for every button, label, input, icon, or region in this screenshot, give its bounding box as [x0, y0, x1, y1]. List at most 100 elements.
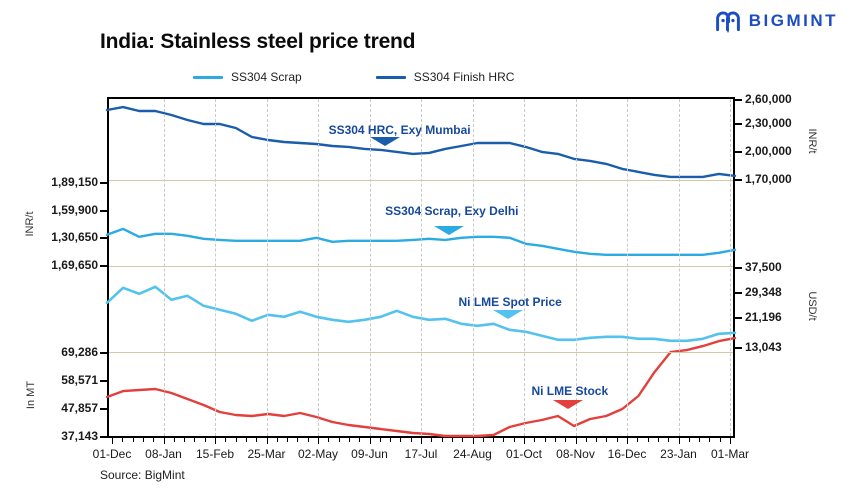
x-tick-mark: [256, 438, 258, 442]
x-tick-mark: [554, 438, 556, 442]
right-usd-unit-label: USD/t: [806, 291, 818, 321]
x-tick-mark: [215, 438, 216, 444]
bigmint-logo-icon: [715, 11, 740, 34]
y-tick-label-left: 58,571: [61, 373, 98, 388]
legend-swatch-icon: [375, 75, 406, 79]
y-tick-mark-right: [735, 292, 742, 295]
y-tick-label-left: 47,857: [61, 401, 98, 415]
legend-swatch-icon: [193, 75, 223, 79]
x-tick-mark: [132, 438, 134, 442]
x-tick-mark: [513, 438, 515, 442]
chart-title: India: Stainless steel price trend: [100, 30, 416, 53]
x-tick-label: 01-Mar: [710, 447, 749, 461]
legend-label: SS304 Finish HRC: [413, 70, 515, 84]
y-tick-mark-left: [100, 265, 107, 268]
x-tick-mark: [225, 438, 227, 442]
x-tick-mark: [112, 438, 113, 444]
x-tick-mark: [245, 438, 247, 442]
annotation-label: Ni LME Stock: [531, 384, 609, 398]
y-tick-label-left: 1,89,150: [51, 174, 98, 189]
x-tick-mark: [318, 438, 319, 444]
v-gridline: [163, 99, 165, 436]
y-tick-mark-right: [735, 122, 742, 125]
v-gridline: [369, 99, 371, 436]
x-tick-mark: [441, 438, 443, 442]
x-tick-mark: [204, 438, 206, 442]
x-tick-mark: [359, 438, 361, 442]
chart-legend: SS304 Scrap SS304 Finish HRC: [193, 70, 514, 84]
x-tick-mark: [472, 438, 474, 444]
x-tick-mark: [431, 438, 433, 442]
y-tick-mark-left: [100, 209, 107, 212]
right-inr-unit-label: INR/t: [806, 128, 818, 154]
x-tick-mark: [379, 438, 381, 442]
bigmint-logo: BIGMINT: [714, 8, 838, 34]
x-tick-mark: [235, 438, 237, 442]
y-tick-mark-left: [100, 380, 107, 383]
x-tick-mark: [709, 438, 711, 442]
x-tick-mark: [194, 438, 196, 442]
x-tick-label: 01-Oct: [505, 447, 542, 461]
x-tick-label: 09-Jun: [351, 447, 388, 461]
x-tick-label: 15-Feb: [195, 447, 235, 461]
v-gridline: [318, 99, 319, 436]
y-tick-mark-left: [100, 181, 107, 184]
left-inr-unit-label: INR/t: [24, 211, 36, 237]
x-tick-mark: [678, 438, 680, 444]
y-tick-label-left: 69,286: [61, 345, 98, 360]
x-tick-mark: [163, 438, 165, 444]
x-tick-mark: [493, 438, 495, 442]
x-tick-mark: [482, 438, 484, 442]
legend-item-0: SS304 Scrap: [193, 70, 302, 84]
v-gridline: [730, 99, 731, 436]
y-tick-mark-right: [735, 150, 742, 153]
y-tick-mark-left: [100, 236, 107, 239]
x-tick-mark: [616, 438, 618, 442]
v-gridline: [215, 99, 216, 436]
x-tick-mark: [328, 438, 330, 442]
v-gridline: [524, 99, 525, 436]
x-tick-mark: [421, 438, 422, 444]
x-tick-mark: [699, 438, 701, 442]
x-tick-mark: [400, 438, 402, 442]
x-tick-mark: [287, 438, 289, 442]
x-tick-mark: [184, 438, 186, 442]
x-tick-mark: [410, 438, 412, 442]
x-tick-mark: [451, 438, 453, 442]
y-tick-label-left: 1,30,650: [51, 229, 98, 244]
x-tick-label: 25-Mar: [247, 447, 286, 461]
annotation-label: SS304 Scrap, Exy Delhi: [385, 203, 519, 218]
y-tick-mark-right: [735, 317, 742, 319]
y-tick-label-left: 1,59,900: [51, 202, 98, 217]
x-tick-mark: [276, 438, 278, 442]
y-tick-mark-right: [735, 99, 742, 102]
y-tick-mark-right: [735, 178, 742, 181]
v-gridline: [627, 99, 628, 436]
annotation-label: Ni LME Spot Price: [458, 295, 562, 309]
annotation-label: SS304 HRC, Exy Mumbai: [328, 123, 471, 137]
x-tick-mark: [585, 438, 587, 442]
x-tick-label: 16-Dec: [607, 447, 647, 461]
v-gridline: [266, 99, 268, 436]
x-tick-label: 01-Dec: [92, 447, 132, 461]
y-tick-mark-right: [735, 347, 742, 349]
x-tick-mark: [730, 438, 731, 444]
x-tick-mark: [503, 438, 505, 442]
legend-label: SS304 Scrap: [231, 70, 302, 84]
legend-item-1: SS304 Finish HRC: [375, 70, 515, 84]
x-tick-label: 23-Jan: [660, 447, 697, 461]
annotation-arrow-icon: [434, 225, 464, 235]
x-tick-mark: [565, 438, 567, 442]
x-tick-mark: [647, 438, 649, 442]
x-tick-mark: [307, 438, 309, 442]
x-tick-mark: [627, 438, 628, 444]
x-tick-mark: [266, 438, 268, 444]
x-tick-mark: [668, 438, 670, 442]
y-tick-label-right: 29,348: [745, 285, 782, 300]
x-tick-label: 08-Nov: [556, 447, 595, 461]
x-tick-mark: [369, 438, 371, 444]
y-tick-mark-left: [100, 408, 107, 410]
y-tick-mark-left: [100, 352, 107, 355]
annotation-arrow-icon: [553, 400, 583, 410]
x-tick-mark: [688, 438, 690, 442]
